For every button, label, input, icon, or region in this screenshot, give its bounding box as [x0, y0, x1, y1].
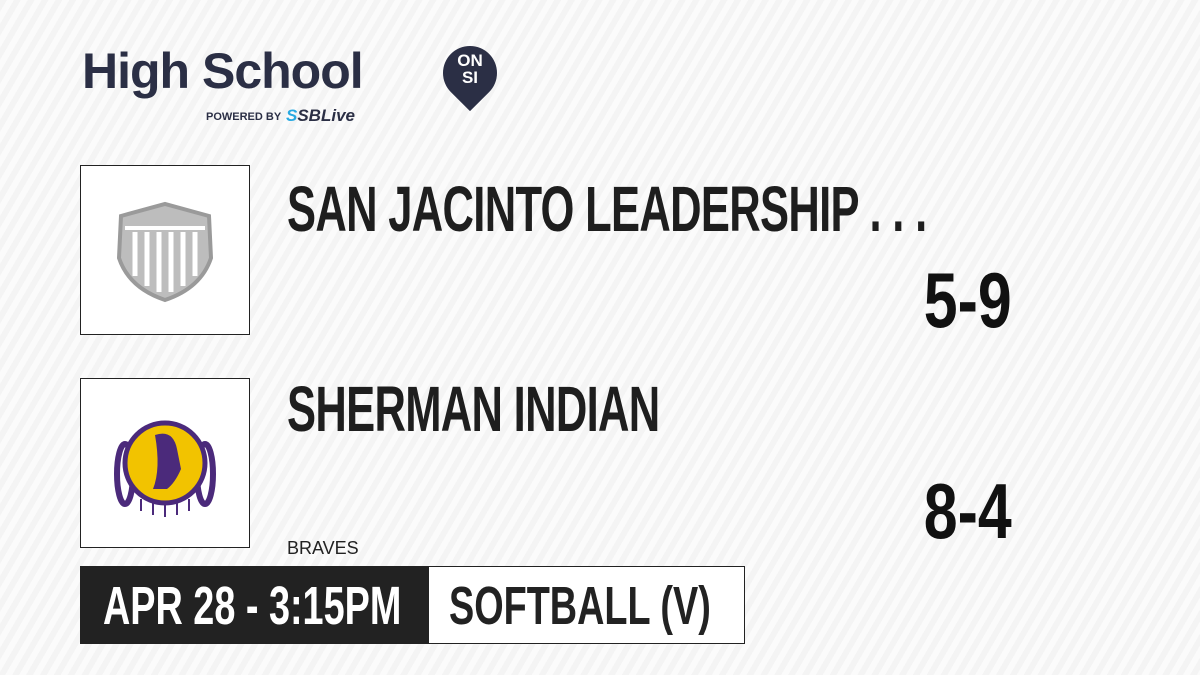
sblive-logo: SSBLive — [286, 106, 355, 125]
brand-title: High School — [82, 43, 364, 99]
team2-logo — [80, 378, 250, 548]
on-si-badge: ON SI — [457, 51, 483, 87]
team2-record: 8-4 — [924, 467, 1012, 555]
powered-by-label: POWERED BY — [206, 111, 282, 123]
game-sport-box: SOFTBALL (V) — [428, 566, 745, 644]
game-sport: SOFTBALL (V) — [449, 576, 711, 636]
generic-shield-icon — [116, 201, 214, 303]
team1-name: SAN JACINTO LEADERSHIP . . . — [287, 173, 927, 245]
team1-record: 5-9 — [924, 256, 1012, 344]
team2-mascot: BRAVES — [287, 538, 359, 558]
braves-mascot-logo — [114, 420, 216, 517]
team1-logo — [80, 165, 250, 335]
game-datetime-box: APR 28 - 3:15PM — [80, 566, 428, 644]
game-datetime: APR 28 - 3:15PM — [103, 576, 402, 636]
team2-name: SHERMAN INDIAN — [287, 373, 660, 445]
